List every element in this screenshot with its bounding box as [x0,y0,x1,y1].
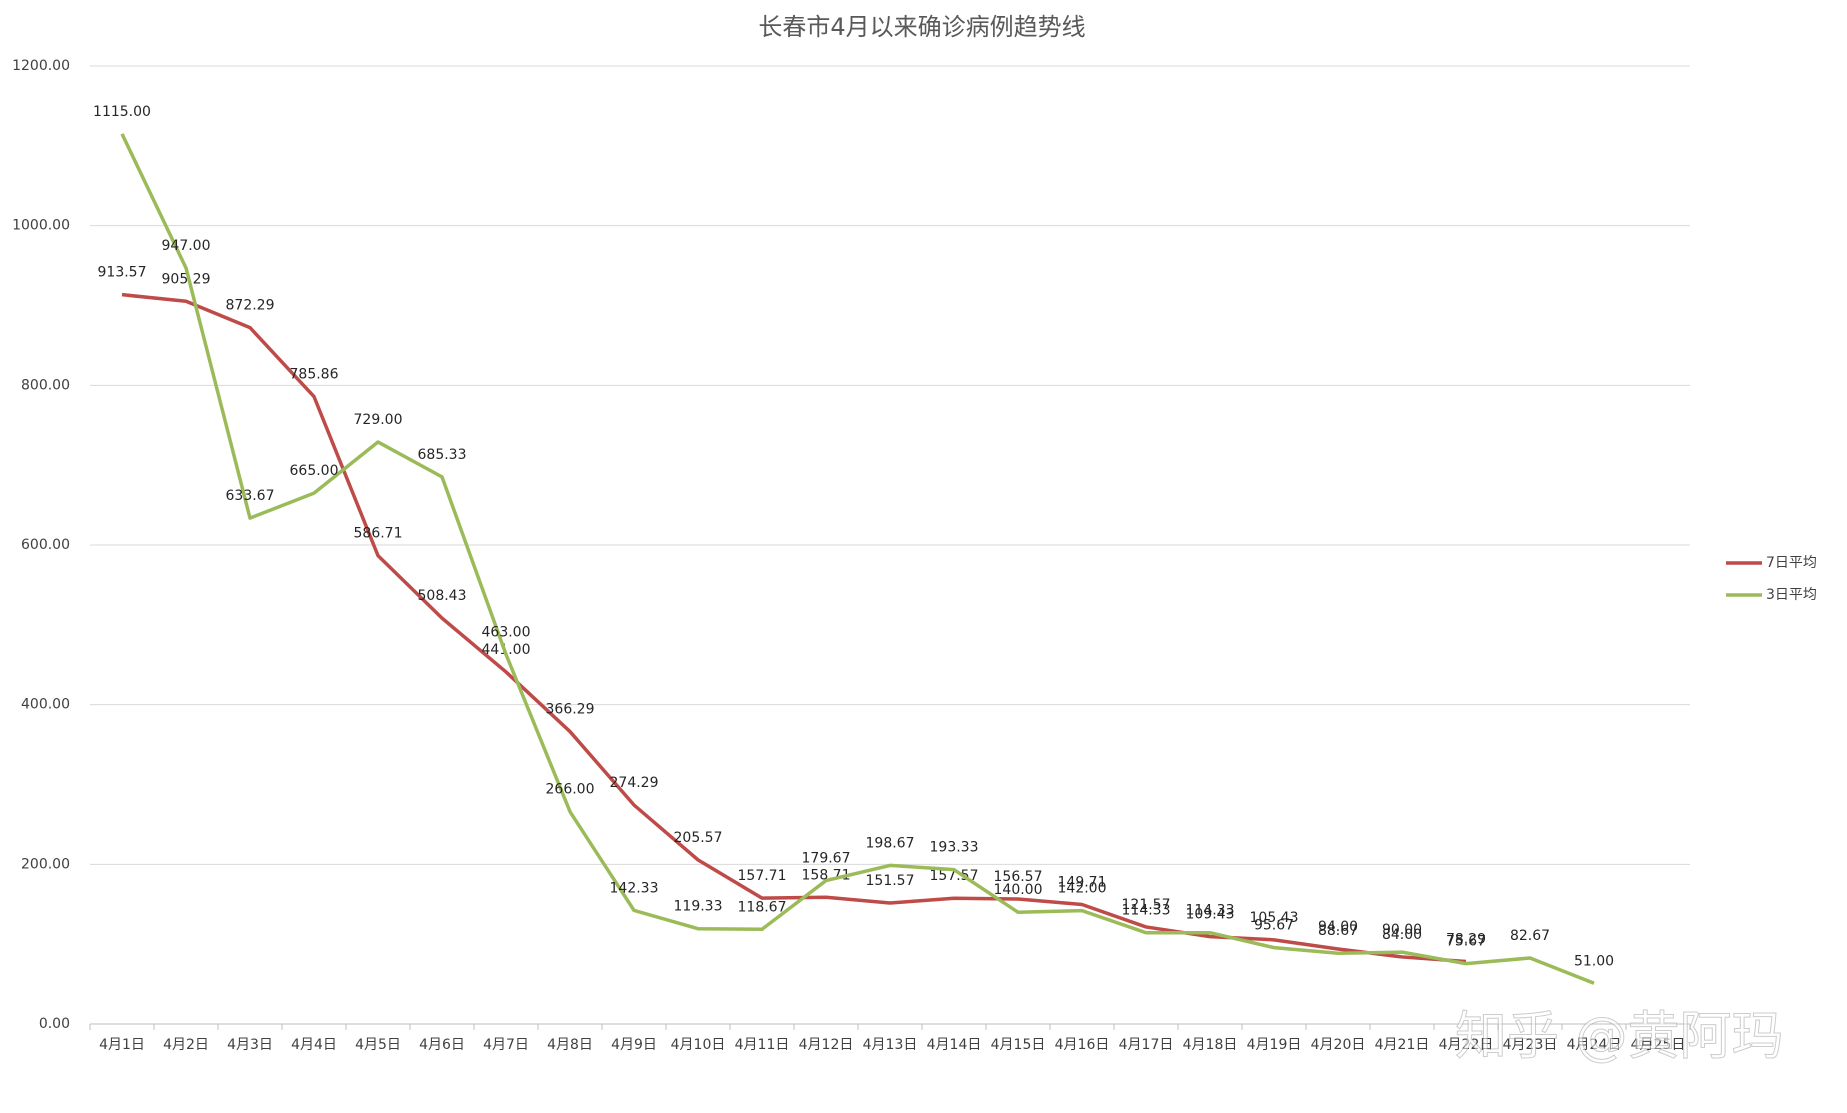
chart-title: 长春市4月以来确诊病例趋势线 [758,13,1085,41]
x-tick-label: 4月4日 [291,1037,337,1053]
x-tick-label: 4月24日 [1567,1037,1622,1053]
x-tick-label: 4月22日 [1439,1037,1494,1053]
data-label: 179.67 [802,851,851,867]
data-label: 665.00 [290,463,339,479]
data-label: 90.00 [1382,922,1422,938]
watermark: 知乎 @黄阿玛 [1455,1007,1784,1067]
y-tick-label: 0.00 [39,1016,70,1032]
data-label: 633.67 [226,488,275,504]
x-tick-label: 4月21日 [1375,1037,1430,1053]
data-label: 905.29 [162,271,211,287]
data-label: 94.00 [1318,919,1358,935]
data-label: 114.33 [1186,903,1235,919]
x-tick-label: 4月8日 [547,1037,593,1053]
data-label: 266.00 [546,782,595,798]
y-tick-label: 1000.00 [12,218,70,234]
x-tick-label: 4月23日 [1503,1037,1558,1053]
x-tick-label: 4月3日 [227,1037,273,1053]
data-label: 118.67 [738,899,787,915]
x-tick-label: 4月9日 [611,1037,657,1053]
data-label: 913.57 [98,265,147,281]
x-tick-label: 4月13日 [863,1037,918,1053]
data-label: 157.71 [738,868,787,884]
x-tick-label: 4月14日 [927,1037,982,1053]
data-label: 366.29 [546,702,595,718]
x-tick-label: 4月18日 [1183,1037,1238,1053]
x-tick-label: 4月2日 [163,1037,209,1053]
x-tick-label: 4月5日 [355,1037,401,1053]
y-tick-label: 800.00 [21,377,70,393]
x-tick-label: 4月11日 [735,1037,790,1053]
x-tick-label: 4月20日 [1311,1037,1366,1053]
data-label: 157.57 [930,868,979,884]
data-label: 193.33 [930,840,979,856]
data-label: 121.57 [1122,897,1171,913]
data-label: 142.00 [1058,881,1107,897]
y-tick-label: 1200.00 [12,58,70,74]
data-label: 151.57 [866,873,915,889]
data-label: 586.71 [354,526,403,542]
data-label: 82.67 [1510,928,1550,944]
x-tick-label: 4月15日 [991,1037,1046,1053]
data-label: 198.67 [866,835,915,851]
y-tick-label: 600.00 [21,537,70,553]
series-line [120,133,1595,985]
data-label: 463.00 [482,624,531,640]
data-label: 508.43 [418,588,467,604]
data-label: 109.43 [1186,907,1235,923]
y-tick-label: 400.00 [21,697,70,713]
data-label: 274.29 [610,775,659,791]
series-line [121,292,1467,964]
data-label: 51.00 [1574,953,1614,969]
data-label: 947.00 [162,238,211,254]
data-label: 75.67 [1446,934,1486,950]
data-label: 205.57 [674,830,723,846]
data-label: 88.67 [1318,923,1358,939]
x-tick-label: 4月12日 [799,1037,854,1053]
y-tick-label: 200.00 [21,856,70,872]
data-label: 785.86 [290,367,339,383]
x-tick-label: 4月6日 [419,1037,465,1053]
x-tick-label: 4月25日 [1631,1037,1686,1053]
x-tick-label: 4月7日 [483,1037,529,1053]
x-tick-label: 4月16日 [1055,1037,1110,1053]
data-label: 149.71 [1058,874,1107,890]
data-label: 156.57 [994,869,1043,885]
data-label: 685.33 [418,447,467,463]
data-label: 142.33 [610,880,659,896]
x-tick-label: 4月1日 [99,1037,145,1053]
data-label: 140.00 [994,882,1043,898]
data-label: 1115.00 [93,104,151,120]
x-tick-label: 4月10日 [671,1037,726,1053]
x-tick-label: 4月17日 [1119,1037,1174,1053]
data-label: 119.33 [674,899,723,915]
data-label: 84.00 [1382,927,1422,943]
data-label: 78.29 [1446,931,1486,947]
legend-label: 3日平均 [1766,587,1817,603]
legend-label: 7日平均 [1766,555,1817,571]
data-label: 114.33 [1122,903,1171,919]
data-label: 105.43 [1250,910,1299,926]
data-label: 872.29 [226,298,275,314]
data-label: 729.00 [354,412,403,428]
x-tick-label: 4月19日 [1247,1037,1302,1053]
data-label: 95.67 [1254,918,1294,934]
